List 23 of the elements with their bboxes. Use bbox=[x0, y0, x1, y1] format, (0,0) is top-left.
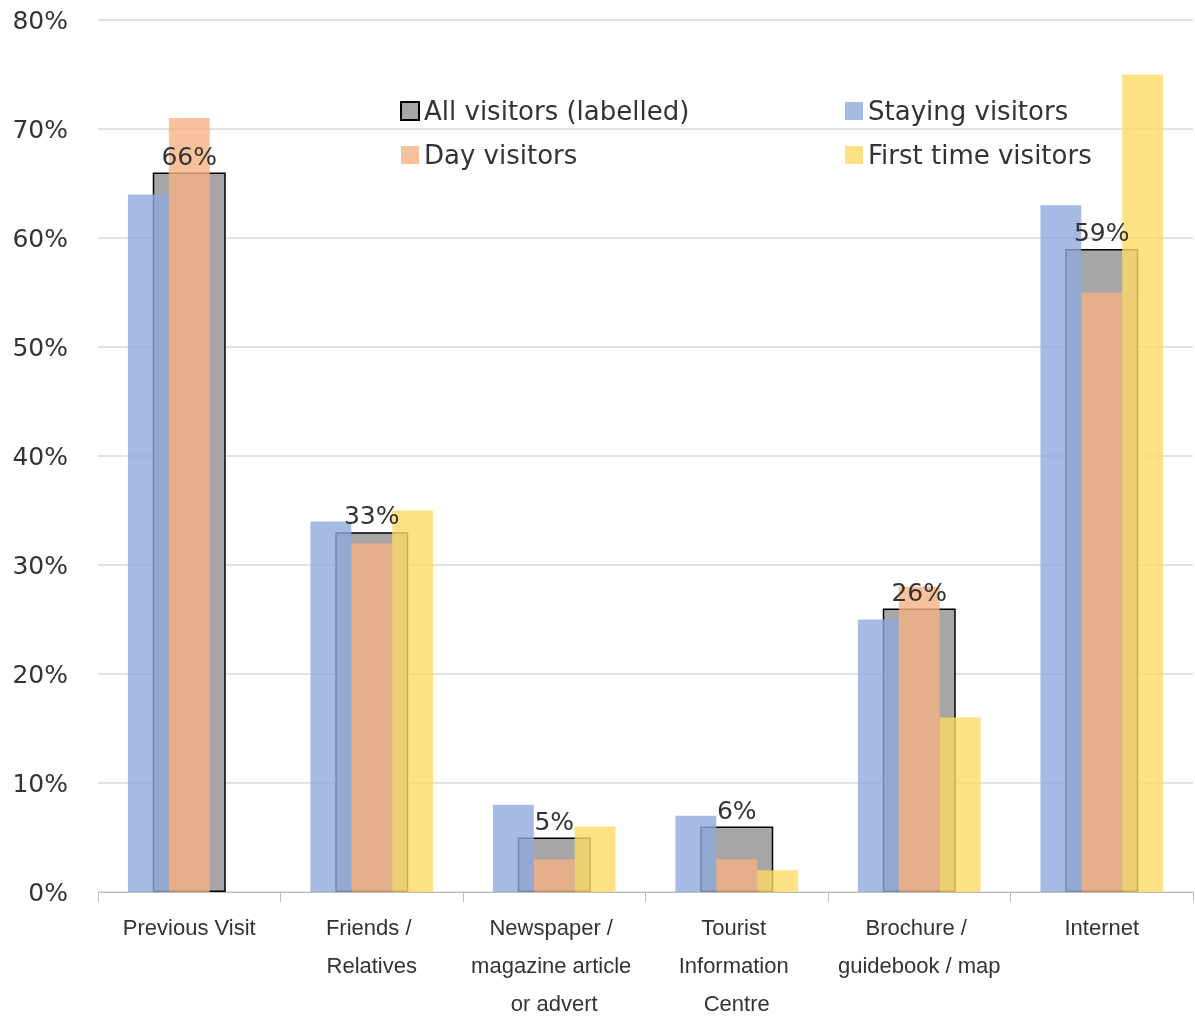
legend-label: Day visitors bbox=[424, 140, 578, 170]
x-tick-label: Newspaper / magazine article or advert bbox=[471, 914, 638, 1016]
data-label: 6% bbox=[716, 795, 757, 825]
y-tick-label: 50% bbox=[12, 332, 68, 362]
x-tick-label: Internet bbox=[1064, 914, 1140, 940]
x-tick-label: Friends / Relatives bbox=[325, 914, 418, 978]
y-tick-label: 20% bbox=[12, 659, 68, 689]
y-tick-label: 40% bbox=[12, 441, 68, 471]
legend-label: First time visitors bbox=[868, 140, 1092, 170]
y-tick-label: 70% bbox=[12, 114, 68, 144]
x-tick-label: Brochure / guidebook / map bbox=[837, 914, 1001, 978]
legend-label: All visitors (labelled) bbox=[424, 96, 690, 126]
x-tick-label: Tourist Information Centre bbox=[678, 914, 795, 1016]
y-tick-label: 0% bbox=[28, 877, 68, 907]
y-tick-label: 30% bbox=[12, 550, 68, 580]
x-tick-label: Previous Visit bbox=[122, 914, 256, 940]
y-tick-label: 10% bbox=[12, 768, 68, 798]
y-tick-label: 60% bbox=[12, 223, 68, 253]
legend-label: Staying visitors bbox=[868, 96, 1069, 126]
y-tick-label: 80% bbox=[12, 5, 68, 35]
data-label: 66% bbox=[161, 141, 218, 171]
data-label: 26% bbox=[891, 577, 948, 607]
data-label: 5% bbox=[534, 806, 575, 836]
